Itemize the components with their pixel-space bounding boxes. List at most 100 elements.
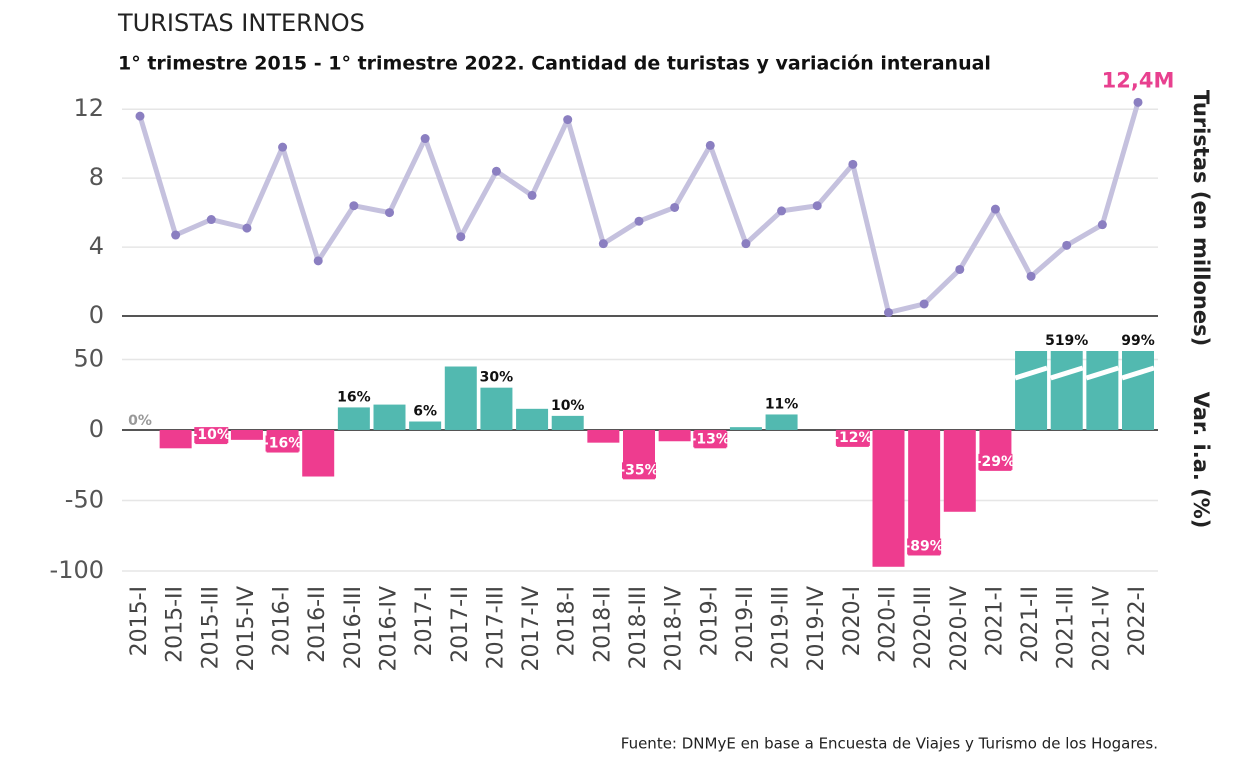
point — [420, 134, 430, 144]
break-mark — [1121, 365, 1155, 381]
value-label-bg — [622, 462, 656, 479]
x-tick-label: 2021-IV — [1089, 586, 1114, 671]
x-tick-label: 2020-I — [840, 586, 865, 656]
bar — [159, 429, 192, 449]
x-tick-label: 2018-IV — [662, 586, 687, 671]
bar — [373, 404, 406, 430]
point — [385, 208, 394, 218]
value-label: 30% — [480, 370, 514, 386]
x-tick-label: 2021-I — [982, 586, 1007, 656]
value-label: 0% — [128, 413, 152, 429]
point — [527, 190, 537, 200]
line — [137, 101, 1141, 316]
break-mark — [1049, 365, 1084, 381]
bar — [1122, 351, 1154, 430]
point — [990, 204, 1000, 214]
point — [242, 223, 252, 233]
source: Fuente: DNMyE en base a Encuesta de Viaj… — [621, 735, 1158, 753]
point — [919, 299, 929, 309]
y-axis-title: Turistas (en millones) — [1189, 90, 1213, 346]
x-tick-label: 2017-I — [412, 586, 437, 656]
x-tick-label: 2020-III — [911, 586, 936, 669]
value-label: 99% — [1121, 333, 1155, 349]
x-tick-label: 2021-III — [1054, 586, 1079, 669]
value-label-bg — [693, 431, 728, 448]
value-label-bg — [978, 453, 1013, 470]
value-label: 11% — [765, 396, 799, 412]
y-axis-title: Var. i.a. (%) — [1189, 392, 1213, 529]
point — [705, 140, 715, 150]
point — [634, 216, 644, 226]
bar — [765, 414, 798, 430]
point — [1097, 220, 1107, 230]
x-tick-label: 2019-III — [769, 586, 794, 669]
bar — [658, 429, 691, 442]
point — [955, 264, 965, 274]
x-tick-label: 2020-II — [876, 586, 901, 663]
value-label: -89% — [904, 538, 943, 554]
point — [741, 239, 751, 249]
bars — [159, 351, 1154, 567]
value-label: -29% — [976, 454, 1015, 470]
x-tick-label: 2016-II — [305, 586, 330, 663]
bar — [587, 429, 620, 443]
point — [670, 202, 680, 212]
x-tick-label: 2017-II — [448, 586, 473, 663]
value-label-bg — [265, 435, 300, 452]
bar — [302, 429, 335, 477]
x-tick-label: 2021-II — [1018, 586, 1043, 663]
bar — [1050, 351, 1083, 430]
value-label: 10% — [551, 398, 585, 414]
value-label: 6% — [413, 404, 437, 420]
x-tick-label: 2015-III — [198, 586, 223, 669]
x-tick-label: 2018-II — [590, 586, 615, 663]
x-tick-label: 2016-III — [341, 586, 366, 669]
x-tick-label: 2018-I — [555, 586, 580, 656]
bar — [551, 415, 584, 430]
x-tick-label: 2015-IV — [234, 586, 259, 671]
point — [313, 256, 323, 266]
x-tick-label: 2017-IV — [519, 586, 544, 671]
bar — [516, 408, 549, 430]
point — [135, 111, 145, 121]
break-mark — [1014, 365, 1048, 381]
value-label: 12,4M — [1102, 68, 1175, 92]
bar — [480, 387, 513, 430]
point — [349, 201, 359, 211]
value-label: -35% — [619, 462, 658, 478]
x-tick-label: 2019-I — [697, 586, 722, 656]
point — [206, 215, 216, 225]
bar — [872, 429, 905, 567]
point — [563, 115, 573, 125]
point — [456, 232, 466, 242]
point — [1026, 271, 1036, 281]
value-label: 519% — [1045, 333, 1088, 349]
x-tick-label: 2020-IV — [947, 586, 972, 671]
point — [491, 166, 501, 176]
point — [278, 142, 288, 152]
bar — [908, 429, 941, 556]
y-tick-label: 0 — [89, 301, 104, 329]
point — [598, 239, 608, 249]
bar — [943, 429, 976, 512]
x-tick-label: 2015-II — [163, 586, 188, 663]
y-tick-label: 0 — [89, 415, 104, 443]
point — [848, 159, 858, 169]
point — [171, 230, 181, 240]
chart-title: TURISTAS INTERNOS — [117, 9, 365, 37]
x-tick-label: 2016-I — [270, 586, 295, 656]
point — [1133, 97, 1143, 107]
value-label: 16% — [337, 389, 371, 405]
bar — [1086, 351, 1119, 430]
y-tick-label: -100 — [50, 556, 104, 584]
y-tick-label: 50 — [73, 344, 104, 372]
value-label: -10% — [192, 427, 231, 443]
x-tick-label: 2017-III — [483, 586, 508, 669]
y-tick-label: -50 — [65, 485, 104, 513]
value-label: -16% — [263, 436, 302, 452]
point — [884, 308, 893, 318]
x-tick-label: 2019-II — [733, 586, 758, 663]
bar — [1015, 351, 1048, 430]
x-tick-label: 2016-IV — [377, 586, 402, 671]
point — [1062, 240, 1072, 250]
